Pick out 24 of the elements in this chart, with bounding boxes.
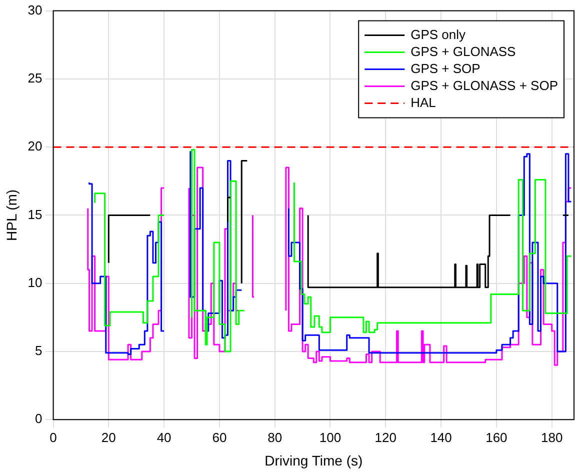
legend-label: GPS + SOP (410, 60, 480, 76)
x-tick-label: 0 (50, 430, 57, 445)
y-tick-label: 10 (28, 274, 42, 290)
x-tick-label: 120 (374, 430, 396, 445)
y-tick-label: 5 (35, 343, 42, 358)
x-tick-label: 20 (101, 430, 116, 445)
y-tick-label: 25 (28, 70, 42, 86)
y-tick-label: 0 (35, 411, 42, 426)
x-axis-title: Driving Time (s) (264, 452, 363, 468)
x-tick-label: 180 (540, 430, 563, 445)
x-tick-label: 40 (156, 430, 172, 445)
x-tick-label: 160 (486, 430, 508, 445)
x-tick-label: 100 (319, 430, 342, 445)
x-tick-label: 80 (268, 430, 282, 445)
legend-label: HAL (410, 94, 436, 110)
legend-label: GPS + GLONASS + SOP (410, 78, 558, 93)
y-axis-title: HPL (m) (3, 189, 20, 241)
legend-label: GPS only (410, 26, 466, 42)
y-tick-label: 20 (28, 138, 42, 154)
x-tick-label: 60 (212, 430, 227, 445)
legend-label: GPS + GLONASS (410, 44, 516, 59)
x-tick-label: 140 (430, 430, 452, 445)
y-tick-label: 15 (28, 206, 42, 222)
y-tick-label: 30 (28, 2, 42, 18)
